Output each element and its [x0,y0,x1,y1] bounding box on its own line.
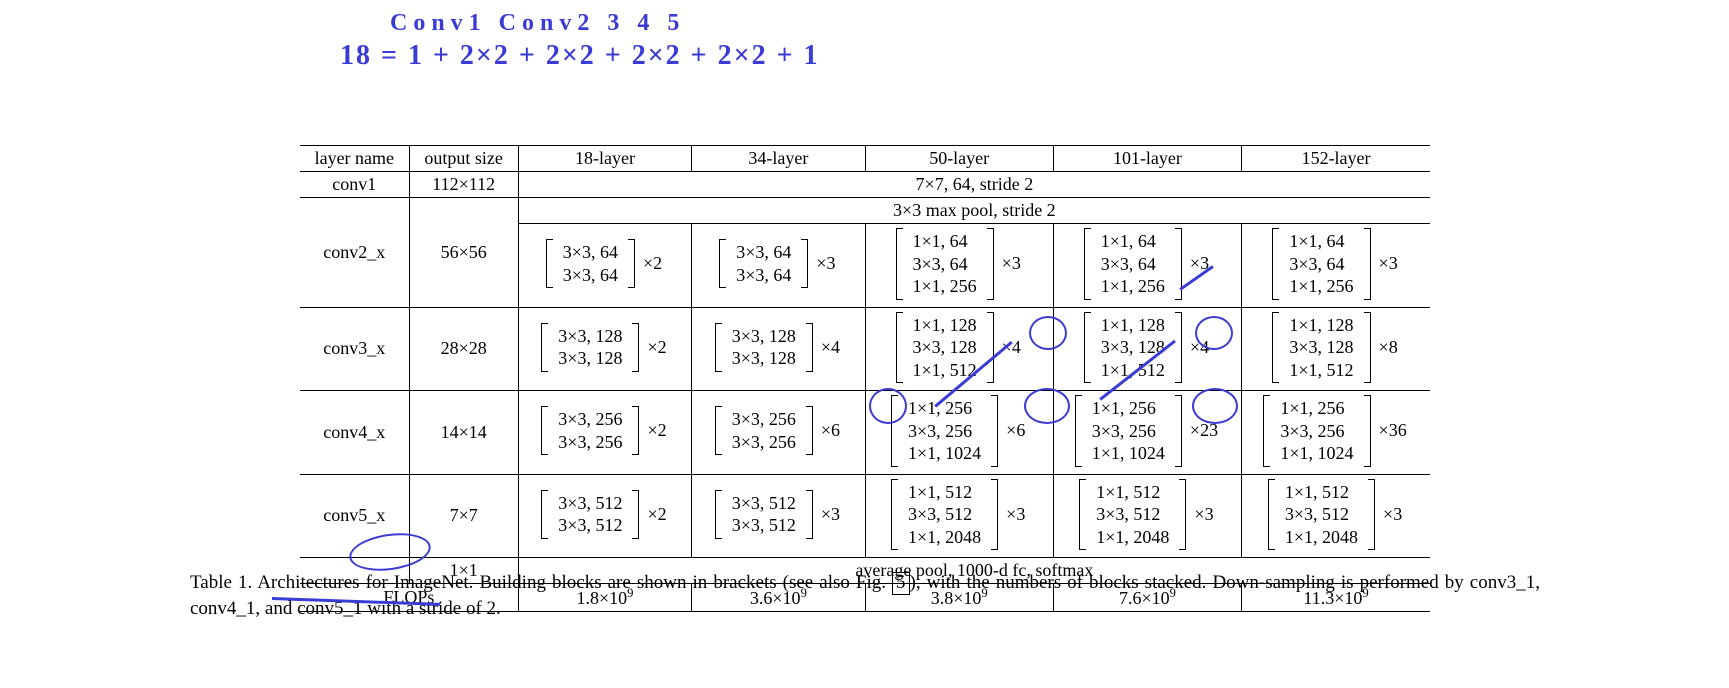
table-caption: Table 1. Architectures for ImageNet. Bui… [190,570,1540,621]
cell-conv5_x-3: 1×1, 5123×3, 5121×1, 2048×3 [1053,474,1241,558]
cell-conv2_x-0: 3×3, 643×3, 64×2 [518,224,691,308]
cell-conv4_x-0: 3×3, 2563×3, 256×2 [518,391,691,475]
cell-conv5_x-0: 3×3, 5123×3, 512×2 [518,474,691,558]
cell-conv4_x-4: 1×1, 2563×3, 2561×1, 1024×36 [1242,391,1430,475]
cell-conv2_x-1: 3×3, 643×3, 64×3 [692,224,865,308]
cell-conv2_x-3: 1×1, 643×3, 641×1, 256×3 [1053,224,1241,308]
cell-conv4_x-3: 1×1, 2563×3, 2561×1, 1024×23 [1053,391,1241,475]
cell-conv4_x-1: 3×3, 2563×3, 256×6 [692,391,865,475]
cell-conv3_x-4: 1×1, 1283×3, 1281×1, 512×8 [1242,307,1430,391]
col-header-4: 50-layer [865,146,1053,172]
col-header-5: 101-layer [1053,146,1241,172]
row-conv4_x-output: 14×14 [409,391,518,475]
cell-conv5_x-4: 1×1, 5123×3, 5121×1, 2048×3 [1242,474,1430,558]
col-header-2: 18-layer [518,146,691,172]
cell-conv5_x-1: 3×3, 5123×3, 512×3 [692,474,865,558]
cell-conv4_x-2: 1×1, 2563×3, 2561×1, 1024×6 [865,391,1053,475]
row-conv1-spec: 7×7, 64, stride 2 [518,172,1430,198]
caption-prefix: Table 1. Architectures for ImageNet. Bui… [190,572,892,593]
row-conv2_x-label: conv2_x [300,198,409,308]
cell-conv3_x-0: 3×3, 1283×3, 128×2 [518,307,691,391]
row-conv5_x-output: 7×7 [409,474,518,558]
col-header-3: 34-layer [692,146,865,172]
fig-ref-box: 5 [892,572,910,595]
resnet-table: layer nameoutput size18-layer34-layer50-… [300,145,1430,612]
col-header-0: layer name [300,146,409,172]
cell-conv5_x-2: 1×1, 5123×3, 5121×1, 2048×3 [865,474,1053,558]
cell-conv3_x-2: 1×1, 1283×3, 1281×1, 512×4 [865,307,1053,391]
cell-conv2_x-4: 1×1, 643×3, 641×1, 256×3 [1242,224,1430,308]
cell-conv3_x-3: 1×1, 1283×3, 1281×1, 512×4 [1053,307,1241,391]
architecture-table: layer nameoutput size18-layer34-layer50-… [300,145,1430,612]
row-conv2_x-output: 56×56 [409,198,518,308]
handwriting-labels: Conv1 Conv2 3 4 5 [390,10,685,37]
cell-conv2_x-2: 1×1, 643×3, 641×1, 256×3 [865,224,1053,308]
row-conv1-label: conv1 [300,172,409,198]
row-conv3_x-output: 28×28 [409,307,518,391]
row-conv4_x-label: conv4_x [300,391,409,475]
col-header-6: 152-layer [1242,146,1430,172]
row-conv1-output: 112×112 [409,172,518,198]
cell-conv3_x-1: 3×3, 1283×3, 128×4 [692,307,865,391]
col-header-1: output size [409,146,518,172]
row-conv3_x-label: conv3_x [300,307,409,391]
handwriting-equation: 18 = 1 + 2×2 + 2×2 + 2×2 + 2×2 + 1 [340,40,820,72]
row-conv5_x-label: conv5_x [300,474,409,558]
row-pool-spec: 3×3 max pool, stride 2 [518,198,1430,224]
